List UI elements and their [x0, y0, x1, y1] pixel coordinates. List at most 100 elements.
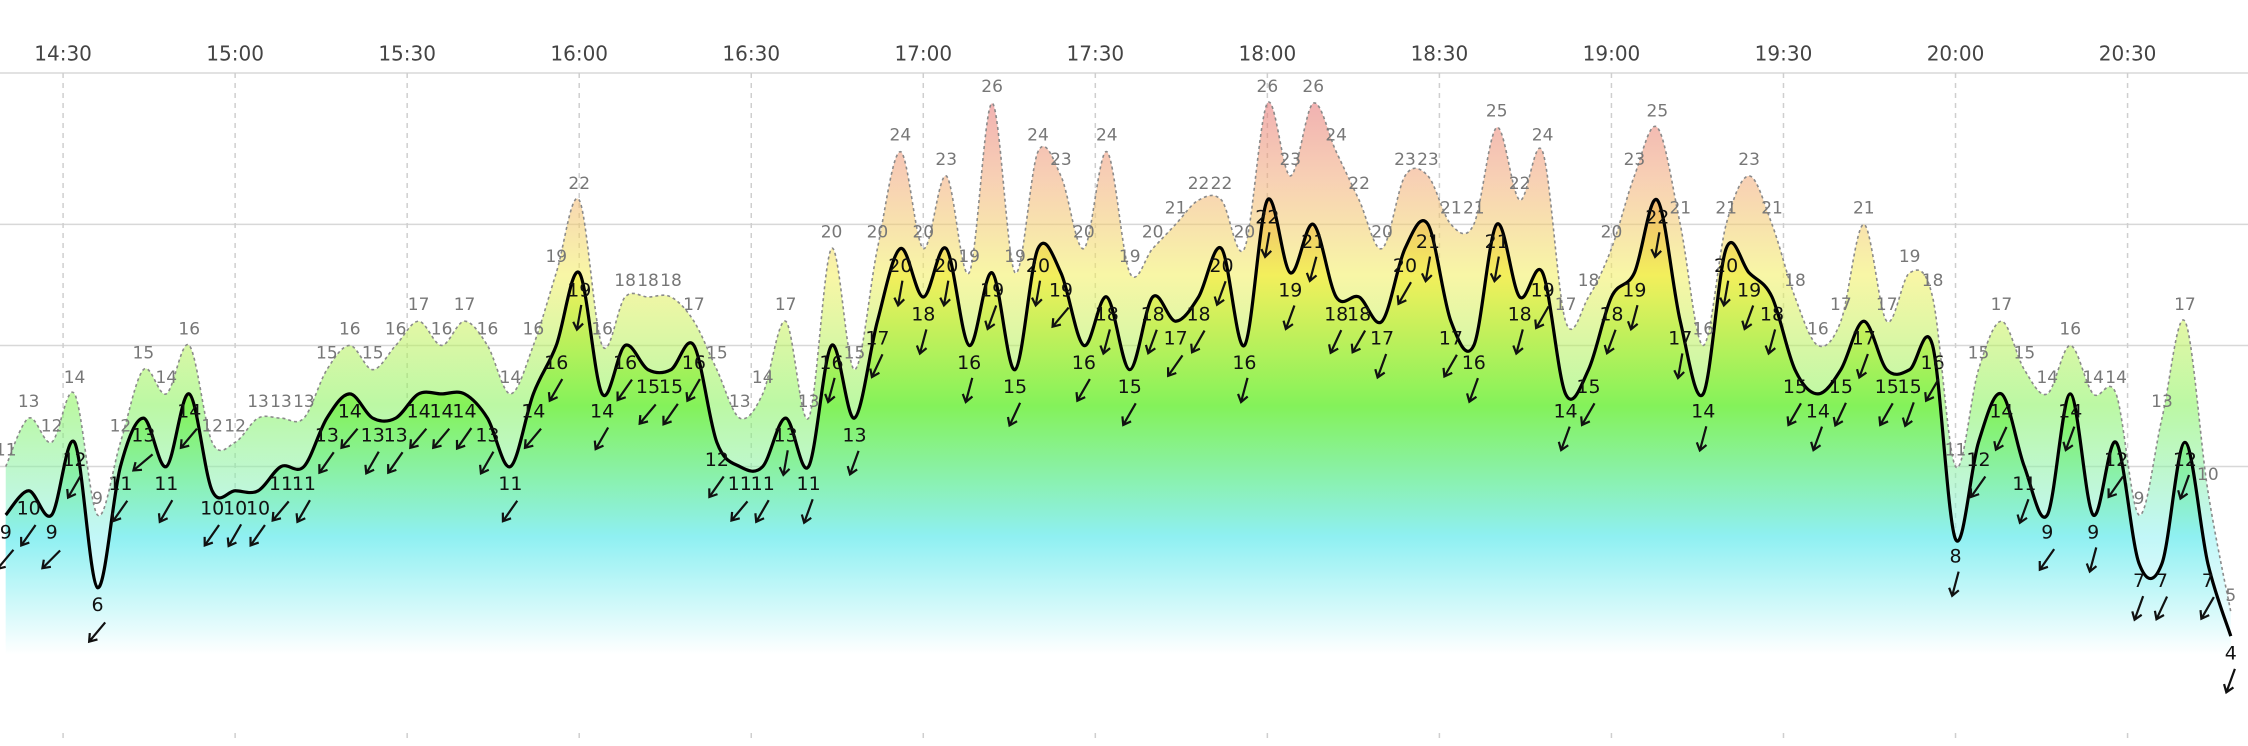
arrow-shaft — [1352, 330, 1367, 352]
direction-arrow — [66, 475, 82, 500]
arrow-head — [157, 513, 169, 524]
gust-label: 19 — [1899, 247, 1921, 267]
arrow-shaft — [67, 475, 82, 498]
direction-arrow — [111, 500, 129, 523]
direction-arrow — [1396, 281, 1412, 306]
gust-label: 17 — [1830, 295, 1852, 315]
speed-label: 17 — [865, 328, 889, 350]
arrow-head — [41, 559, 52, 570]
speed-label: 14 — [338, 400, 362, 422]
direction-arrow — [824, 377, 836, 404]
gust-label: 18 — [637, 271, 659, 291]
speed-label: 12 — [62, 449, 86, 471]
direction-arrow — [479, 451, 495, 476]
speed-label: 19 — [1049, 279, 1073, 301]
speed-label: 17 — [1852, 328, 1876, 350]
direction-arrow — [1969, 475, 1987, 499]
arrow-head — [226, 537, 237, 548]
x-tick-label: 15:30 — [378, 42, 436, 66]
x-tick-label: 19:00 — [1583, 42, 1641, 66]
gust-label: 20 — [1371, 223, 1393, 243]
arrow-head — [387, 464, 397, 475]
arrow-shaft — [919, 329, 928, 353]
arrow-shaft — [159, 499, 174, 522]
direction-arrow — [1051, 306, 1070, 329]
arrow-head — [1489, 272, 1502, 283]
arrow-head — [1650, 248, 1662, 259]
arrow-head — [1855, 368, 1868, 380]
gust-label: 20 — [1142, 223, 1164, 243]
direction-arrow — [1031, 280, 1043, 308]
gust-label: 17 — [775, 295, 797, 315]
direction-arrow — [1006, 402, 1022, 428]
speed-label: 8 — [1949, 546, 1961, 568]
gust-label: 19 — [958, 247, 980, 267]
arrow-shaft — [827, 377, 836, 402]
arrow-head — [730, 511, 741, 522]
arrow-head — [1213, 296, 1225, 307]
x-tick-label: 18:30 — [1411, 42, 1469, 66]
speed-label: 9 — [2041, 522, 2053, 544]
direction-arrow — [547, 378, 564, 403]
speed-label: 16 — [1462, 352, 1486, 374]
direction-arrow — [179, 427, 198, 450]
gust-label: 24 — [1027, 126, 1049, 146]
speed-label: 15 — [1003, 376, 1027, 398]
arrow-head — [2177, 489, 2189, 501]
arrow-head — [271, 511, 282, 522]
arrow-head — [1832, 416, 1844, 428]
x-tick-label: 20:30 — [2099, 42, 2157, 66]
speed-label: 4 — [2225, 643, 2237, 665]
speed-label: 13 — [774, 425, 798, 447]
gust-label: 24 — [1532, 126, 1554, 146]
arrow-shaft — [803, 498, 814, 523]
direction-arrow — [41, 549, 61, 570]
speed-label: 16 — [613, 352, 637, 374]
speed-label: 17 — [1439, 328, 1463, 350]
direction-arrow — [2153, 596, 2169, 621]
direction-arrow — [2199, 596, 2215, 621]
direction-arrow — [638, 403, 657, 426]
x-tick-label: 14:30 — [34, 42, 92, 66]
direction-arrow — [271, 500, 290, 522]
gust-label: 20 — [867, 223, 889, 243]
arrow-shaft — [341, 427, 359, 448]
gust-label: 23 — [935, 150, 957, 170]
arrow-shaft — [365, 451, 380, 474]
direction-arrow — [984, 305, 998, 331]
speed-label: 20 — [1209, 255, 1233, 277]
gust-label: 17 — [408, 295, 430, 315]
arrow-head — [1099, 345, 1111, 356]
x-tick-label: 18:00 — [1239, 42, 1297, 66]
arrow-head — [893, 297, 905, 308]
arrow-shaft — [1970, 475, 1987, 497]
gust-label: 14 — [500, 368, 522, 388]
direction-arrow — [1512, 329, 1524, 356]
arrow-head — [1810, 441, 1822, 452]
gust-label: 18 — [614, 271, 636, 291]
gust-label: 14 — [2105, 368, 2127, 388]
arrow-head — [2222, 683, 2235, 695]
gust-label: 20 — [821, 223, 843, 243]
direction-arrow — [1695, 426, 1708, 453]
direction-arrow — [2016, 498, 2030, 525]
speed-label: 14 — [1553, 400, 1577, 422]
arrow-head — [1350, 343, 1361, 354]
speed-label: 16 — [819, 352, 843, 374]
arrow-shaft — [1581, 402, 1596, 425]
gust-label: 12 — [201, 416, 223, 436]
speed-label: 9 — [2087, 522, 2099, 544]
direction-arrow — [20, 524, 37, 547]
arrow-head — [984, 320, 996, 331]
gust-label: 23 — [1394, 150, 1416, 170]
arrow-shaft — [1008, 402, 1022, 426]
direction-arrow — [1144, 329, 1158, 355]
gust-label: 13 — [247, 392, 269, 412]
direction-arrow — [1213, 280, 1227, 307]
arrow-head — [2085, 563, 2098, 574]
arrow-shaft — [897, 280, 904, 305]
arrow-shaft — [112, 500, 129, 522]
direction-arrow — [1580, 402, 1596, 427]
speed-label: 16 — [1920, 352, 1944, 374]
arrow-head — [1603, 344, 1615, 355]
